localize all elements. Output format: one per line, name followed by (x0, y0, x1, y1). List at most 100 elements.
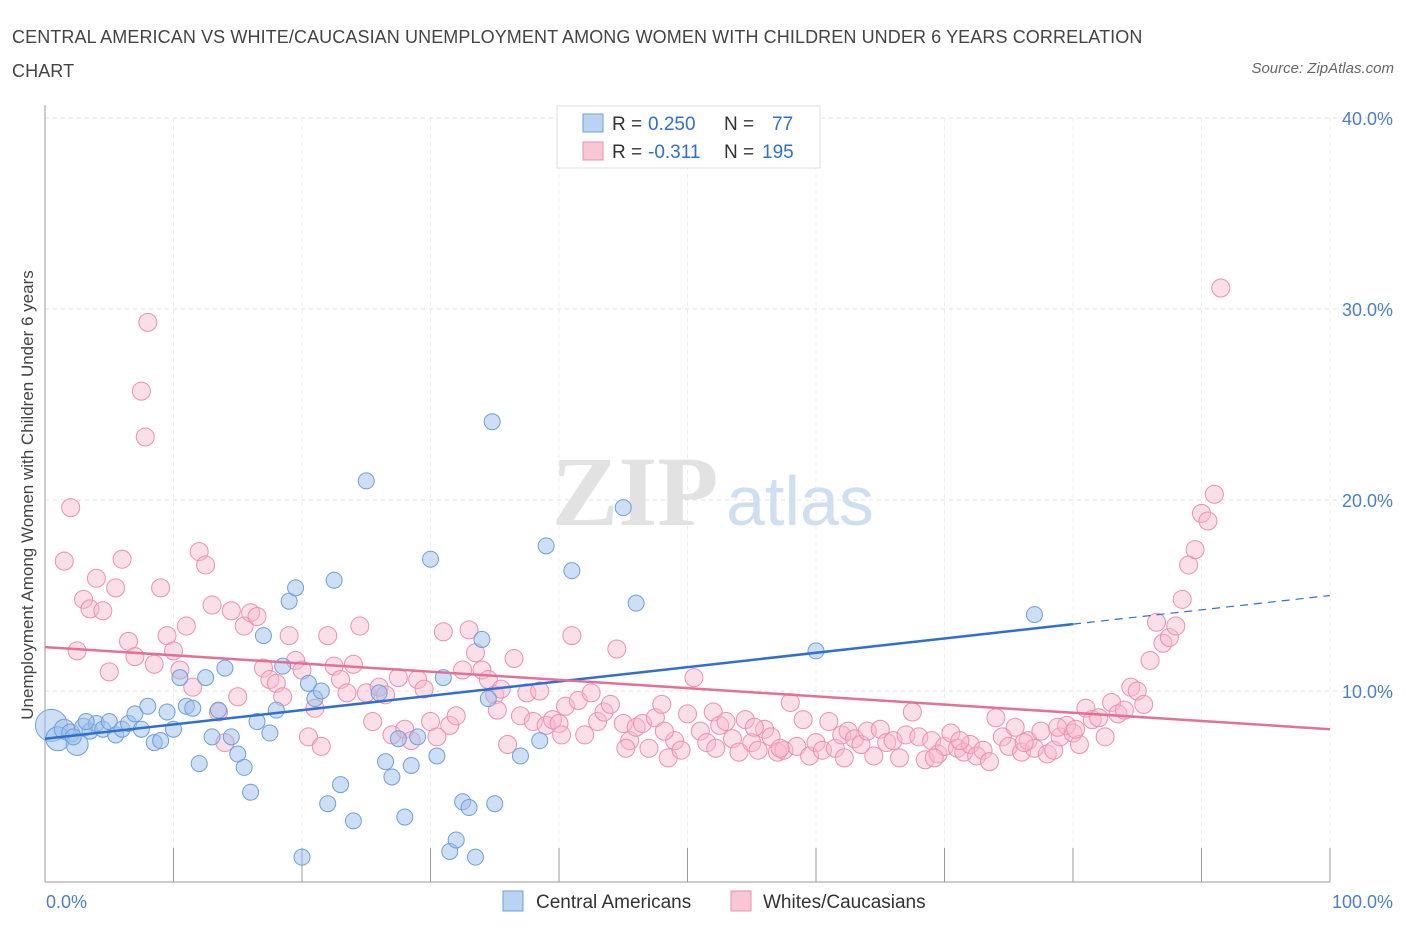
data-point-whites (504, 649, 524, 669)
legend-swatch-whites (582, 141, 604, 161)
data-point-whites (671, 740, 691, 760)
legend-r-value-2: -0.311 (648, 142, 700, 163)
data-point-whites (350, 616, 370, 636)
data-point-whites (1140, 650, 1160, 670)
series-central-points (34, 413, 1043, 866)
data-point-central (325, 571, 343, 589)
data-point-whites (834, 748, 854, 768)
data-point-central (319, 795, 337, 813)
data-point-whites (1005, 717, 1025, 737)
source-label: Source: ZipAtlas.com (1251, 60, 1394, 77)
data-point-central (422, 550, 439, 568)
data-point-central (171, 669, 189, 687)
data-point-whites (311, 736, 331, 756)
data-point-central (126, 705, 144, 723)
data-point-central (203, 728, 221, 746)
data-point-central (139, 697, 157, 715)
data-point-whites (954, 742, 974, 762)
data-point-whites (1014, 733, 1034, 753)
data-point-whites (530, 681, 550, 701)
data-point-central (209, 701, 227, 719)
data-point-whites (459, 620, 479, 640)
tick-labels: 10.0% 20.0% 30.0% 40.0% 0.0% 100.0% (46, 109, 1393, 912)
watermark: ZIP atlas (552, 436, 874, 547)
data-point-whites (440, 715, 460, 735)
data-point-whites (883, 731, 903, 751)
data-point-whites (562, 626, 582, 646)
data-point-central (383, 768, 401, 786)
data-point-whites (864, 746, 884, 766)
y-tick-label: 10.0% (1342, 682, 1393, 702)
data-point-central (402, 756, 420, 774)
data-point-central (389, 730, 407, 748)
trend-line-whites (44, 645, 1331, 731)
data-point-whites (986, 708, 1006, 728)
data-point-central (184, 699, 202, 717)
data-point-central (466, 848, 484, 866)
bottom-legend-swatch-central (502, 890, 524, 912)
data-point-whites (716, 712, 736, 732)
data-point-central (627, 594, 645, 612)
data-point-whites (1198, 511, 1218, 531)
data-point-central (152, 732, 170, 750)
data-point-whites (196, 555, 216, 575)
data-point-whites (453, 660, 473, 680)
data-point-central (248, 713, 266, 731)
trend-line-central (44, 622, 1074, 740)
data-point-whites (1134, 694, 1154, 714)
data-point-central (409, 728, 427, 746)
data-point-whites (909, 727, 929, 747)
legend-n-value-1: 77 (772, 114, 793, 135)
data-point-whites (748, 740, 768, 760)
data-point-whites (144, 654, 164, 674)
data-point-central (274, 657, 292, 675)
data-point-whites (1166, 616, 1186, 636)
data-point-whites (744, 717, 764, 737)
data-point-whites (665, 731, 685, 751)
data-point-whites (125, 647, 145, 667)
data-point-whites (363, 712, 383, 732)
data-point-whites (1095, 727, 1115, 747)
data-point-whites (54, 551, 74, 571)
data-point-whites (253, 658, 273, 678)
data-point-whites (838, 721, 858, 741)
data-point-whites (613, 713, 633, 733)
data-point-whites (581, 683, 601, 703)
data-point-central (158, 703, 176, 721)
data-point-whites (706, 738, 726, 758)
data-point-whites (112, 549, 132, 569)
data-point-whites (1159, 628, 1179, 648)
legend-r-value-1: 0.250 (648, 114, 696, 135)
data-point-whites (575, 725, 595, 745)
data-point-whites (588, 712, 608, 732)
data-point-central (460, 799, 478, 817)
data-point-whites (1089, 708, 1109, 728)
data-point-central (293, 848, 311, 866)
data-point-whites (770, 738, 790, 758)
data-point-central (216, 659, 234, 677)
data-point-whites (690, 721, 710, 741)
bottom-legend-swatch-whites (730, 890, 752, 912)
data-point-whites (616, 738, 636, 758)
bottom-legend-central: Central Americans (536, 892, 691, 913)
data-point-whites (414, 679, 434, 699)
data-point-central (77, 713, 95, 731)
data-point-central (190, 755, 208, 773)
data-point-whites (1204, 484, 1224, 504)
data-point-central (483, 413, 501, 431)
data-point-whites (979, 752, 999, 772)
data-point-whites (819, 712, 839, 732)
data-point-whites (86, 568, 106, 588)
y-axis-label: Unemployment Among Women with Children U… (18, 270, 37, 719)
data-point-whites (1031, 721, 1051, 741)
watermark-atlas: atlas (726, 462, 874, 540)
data-point-whites (555, 696, 575, 716)
data-point-central (537, 537, 555, 555)
data-point-whites (552, 725, 572, 745)
data-point-central (563, 562, 581, 580)
data-point-central (377, 753, 395, 771)
data-point-whites (960, 734, 980, 754)
data-point-whites (221, 601, 241, 621)
data-point-whites (228, 687, 248, 707)
data-point-whites (729, 742, 749, 762)
